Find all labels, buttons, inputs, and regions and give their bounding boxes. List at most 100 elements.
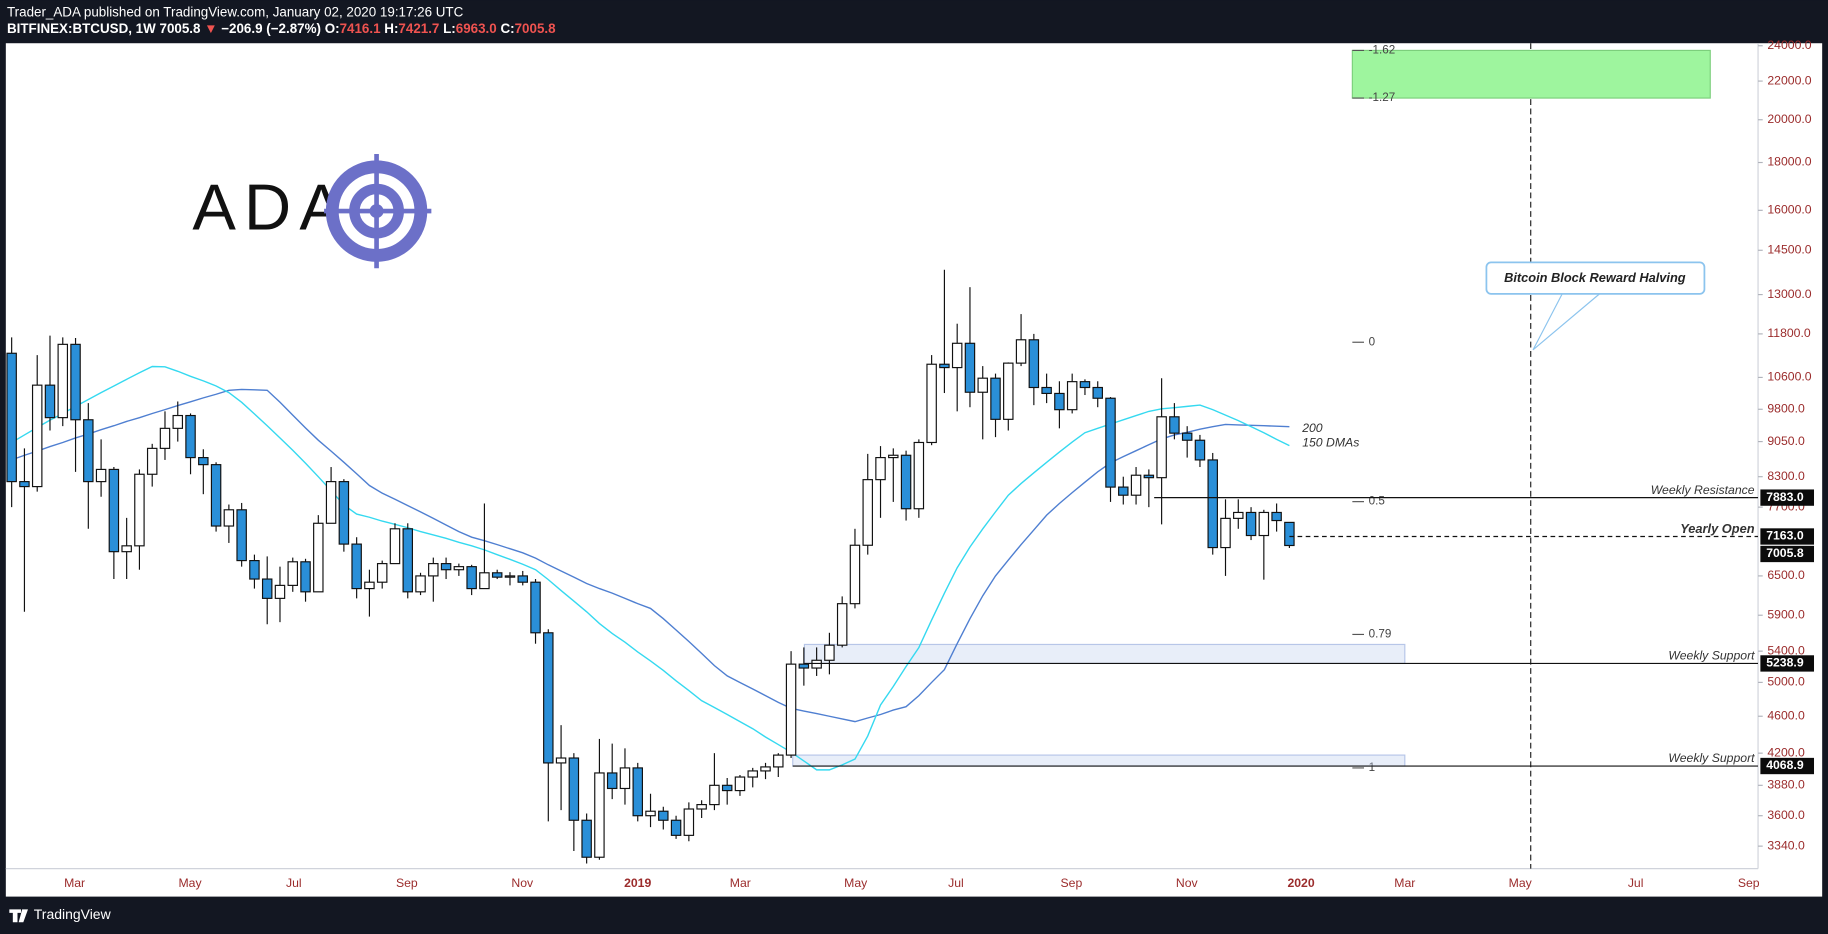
candle-body [146, 447, 158, 475]
candle-body [287, 561, 299, 586]
candle-body [990, 377, 1001, 420]
candle-body [658, 810, 669, 821]
candle-body [1156, 416, 1167, 479]
y-tick-label: 8300.0 [1767, 469, 1805, 483]
callout-pointer [1532, 293, 1600, 351]
candle-body [1015, 339, 1027, 364]
candle-body [606, 772, 618, 790]
candle-body [683, 808, 695, 836]
price-box [1760, 655, 1815, 672]
candle-body [632, 767, 643, 817]
candle-body [1079, 381, 1091, 389]
y-tick-label: 20000.0 [1767, 112, 1811, 126]
candle-body [1271, 511, 1282, 522]
ohlc-key: H: [384, 21, 398, 36]
candle-body [747, 770, 758, 778]
candle-body [172, 414, 184, 429]
candle-body [734, 776, 746, 792]
x-tick-label: Sep [1060, 876, 1082, 890]
candle-body [1105, 397, 1116, 488]
candle-body [1233, 511, 1244, 519]
price-box-label: 7005.8 [1766, 546, 1804, 560]
candle-body [210, 464, 222, 527]
candle-body [709, 784, 720, 806]
y-tick-label: 9050.0 [1767, 434, 1805, 448]
ohlc-value: 7421.7 [398, 21, 439, 36]
change: −206.9 (−2.87%) [221, 21, 321, 36]
brand-icon [9, 909, 28, 923]
x-tick-label: Jul [286, 876, 302, 890]
candle-body [6, 352, 17, 483]
y-tick-label: 10600.0 [1767, 370, 1811, 384]
y-tick-label: 11800.0 [1767, 326, 1811, 340]
x-tick-label: Nov [1176, 876, 1199, 890]
candle-body [773, 754, 784, 768]
y-tick-label: 6500.0 [1767, 568, 1805, 582]
candle-body [95, 468, 107, 483]
candle-body [1220, 517, 1231, 549]
y-tick-label: 4600.0 [1767, 708, 1805, 722]
candle-body [70, 343, 81, 421]
candle-body [862, 479, 873, 546]
candle-body [1066, 381, 1078, 411]
x-tick-label: Nov [511, 876, 534, 890]
axes: 24000.0 22000.0 20000.0 18000.0 16000.0 14500… [64, 38, 1815, 890]
x-tick-label: Sep [1738, 876, 1760, 890]
price-box-label: 7883.0 [1766, 490, 1804, 504]
y-tick-label: 5400.0 [1767, 643, 1805, 657]
candle-body [951, 342, 963, 369]
candle-body [824, 644, 835, 661]
candle-body [926, 363, 937, 444]
x-tick-label: Sep [396, 876, 418, 890]
ma-label: 200 [1301, 421, 1323, 435]
ohlc-value: 7005.8 [515, 21, 557, 36]
candle-body [517, 575, 528, 583]
support-zone [803, 643, 1406, 665]
ohlc-key: L: [443, 21, 456, 36]
candle-body [338, 481, 350, 545]
fib-label: 0.79 [1369, 628, 1392, 641]
candle-body [670, 819, 682, 836]
candle-body [875, 457, 886, 481]
candle-body [198, 457, 209, 466]
candle-body [1284, 521, 1295, 547]
candle-body [249, 560, 260, 580]
candle-body [836, 603, 848, 646]
fib-label: 0 [1369, 335, 1376, 348]
candle-body [849, 544, 861, 605]
change-arrow: ▼ [204, 21, 217, 36]
fib-label: 0.5 [1369, 495, 1385, 508]
fib-label: -1.62 [1369, 43, 1396, 56]
candle-body [1028, 339, 1040, 389]
candle-body [1003, 362, 1014, 420]
candle-body [1181, 432, 1193, 441]
candle-body [440, 563, 452, 571]
candle-body [619, 767, 631, 790]
candle-body [19, 481, 30, 488]
candle-body [913, 441, 925, 510]
candle-body [325, 481, 337, 524]
ohlc-value: 6963.0 [456, 21, 497, 36]
candle-body [964, 342, 976, 393]
candle-body [223, 509, 235, 527]
x-tick-label: Mar [730, 876, 751, 890]
candle-body [44, 384, 56, 419]
candle-body [261, 578, 273, 599]
candle-body [1041, 386, 1052, 395]
price-box [1760, 489, 1815, 506]
candle-body [504, 575, 516, 578]
x-tick-label: Jul [948, 876, 964, 890]
candle-body [1092, 386, 1103, 399]
level-name: Weekly Support [1668, 649, 1755, 663]
ohlc-value: 7416.1 [340, 21, 382, 36]
callout-box [1485, 261, 1706, 295]
x-tick-label: 2020 [1287, 876, 1314, 890]
candle-body [351, 543, 362, 590]
candle-body [415, 575, 426, 593]
candle-body [696, 804, 707, 810]
candle-body [185, 414, 196, 459]
y-tick-label: 16000.0 [1767, 203, 1811, 217]
brand: TradingView [34, 906, 112, 922]
